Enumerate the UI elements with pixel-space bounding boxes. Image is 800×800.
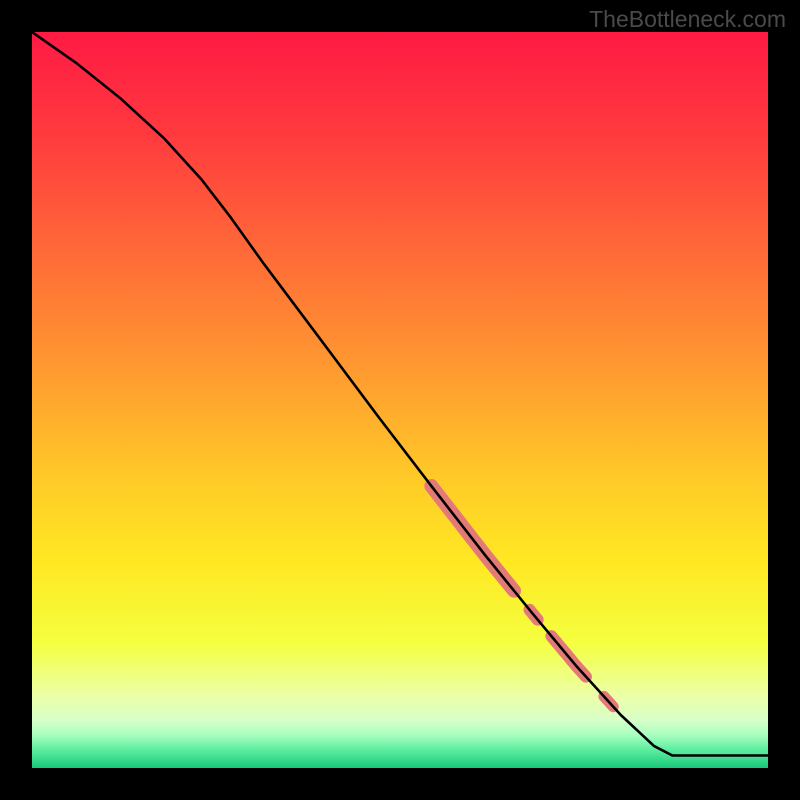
chart-svg [32, 32, 768, 768]
plot-area [32, 32, 768, 768]
main-curve [32, 32, 768, 755]
watermark-text: TheBottleneck.com [589, 6, 786, 33]
